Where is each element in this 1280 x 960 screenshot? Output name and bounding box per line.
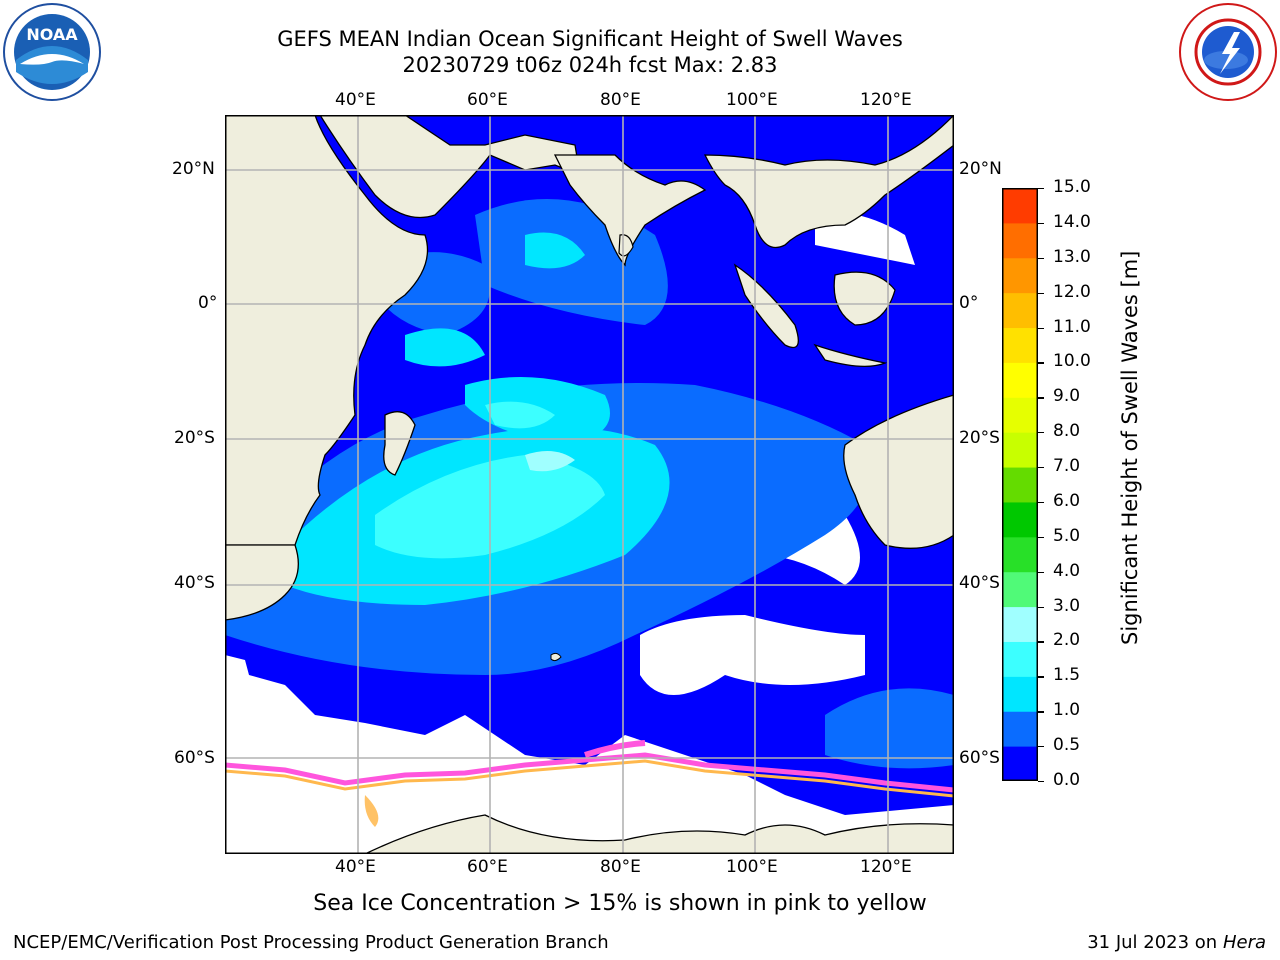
colorbar-tick-mark bbox=[1038, 432, 1044, 434]
colorbar-segment bbox=[1002, 536, 1038, 573]
colorbar-segment bbox=[1002, 711, 1038, 747]
colorbar-segment bbox=[1002, 641, 1038, 677]
colorbar-segment bbox=[1002, 188, 1038, 224]
land-madagascar bbox=[383, 411, 416, 476]
left-lat-label: 20°S bbox=[174, 428, 215, 448]
colorbar-tick-mark bbox=[1038, 711, 1044, 713]
colorbar-tick-label: 13.0 bbox=[1053, 246, 1091, 267]
colorbar-tick-mark bbox=[1038, 257, 1044, 260]
colorbar-label: Significant Height of Swell Waves [m] bbox=[1118, 250, 1142, 645]
colorbar-tick-mark bbox=[1038, 222, 1044, 225]
land-se-asia bbox=[703, 115, 954, 249]
colorbar-tick-label: 11.0 bbox=[1053, 316, 1091, 337]
colorbar-segment bbox=[1002, 292, 1038, 329]
colorbar-tick-mark bbox=[1038, 536, 1044, 539]
colorbar-segment bbox=[1002, 327, 1038, 363]
left-lat-label: 40°S bbox=[174, 573, 215, 593]
colorbar-tick-mark bbox=[1038, 397, 1044, 399]
colorbar-tick-mark bbox=[1038, 188, 1044, 190]
colorbar-segment bbox=[1002, 467, 1038, 503]
bottom-lon-label: 80°E bbox=[600, 857, 641, 877]
swell-band-3.0 bbox=[525, 451, 575, 472]
colorbar bbox=[1002, 188, 1038, 781]
left-lat-label: 0° bbox=[198, 293, 218, 313]
colorbar-segment bbox=[1002, 362, 1038, 398]
colorbar-tick-label: 9.0 bbox=[1053, 386, 1081, 407]
top-lon-label: 100°E bbox=[726, 90, 778, 110]
colorbar-tick-mark bbox=[1038, 676, 1044, 678]
footer-left: NCEP/EMC/Verification Post Processing Pr… bbox=[13, 932, 609, 953]
top-lon-label: 40°E bbox=[335, 90, 376, 110]
colorbar-tick-label: 10.0 bbox=[1053, 351, 1091, 372]
colorbar-tick-label: 7.0 bbox=[1053, 456, 1081, 477]
top-lon-label: 60°E bbox=[467, 90, 508, 110]
bottom-lon-label: 60°E bbox=[467, 857, 508, 877]
land-antarctica bbox=[364, 814, 954, 854]
right-lat-label: 20°S bbox=[959, 428, 1000, 448]
colorbar-tick-mark bbox=[1038, 781, 1044, 783]
land-kerguelen bbox=[550, 652, 562, 662]
colorbar-tick-label: 15.0 bbox=[1053, 177, 1091, 197]
nws-logo bbox=[1178, 2, 1278, 102]
colorbar-segment bbox=[1002, 222, 1038, 259]
title-line-2: 20230729 t06z 024h fcst Max: 2.83 bbox=[402, 53, 778, 77]
colorbar-segment bbox=[1002, 432, 1038, 468]
colorbar-tick-label: 6.0 bbox=[1053, 490, 1081, 511]
colorbar-tick-mark bbox=[1038, 467, 1044, 469]
colorbar-segment bbox=[1002, 397, 1038, 433]
top-lon-label: 120°E bbox=[860, 90, 912, 110]
land-australia bbox=[843, 394, 954, 549]
colorbar-segment bbox=[1002, 501, 1038, 538]
colorbar-tick-mark bbox=[1038, 362, 1044, 364]
colorbar-tick-label: 4.0 bbox=[1053, 560, 1081, 581]
colorbar-tick-mark bbox=[1038, 327, 1044, 329]
colorbar-tick-label: 8.0 bbox=[1053, 421, 1081, 442]
graticule bbox=[225, 115, 954, 854]
left-lat-label: 60°S bbox=[174, 748, 215, 768]
left-lat-label: 20°N bbox=[172, 159, 215, 179]
swell-height-map bbox=[225, 115, 954, 854]
colorbar-tick-mark bbox=[1038, 501, 1044, 504]
colorbar-tick-mark bbox=[1038, 571, 1044, 573]
right-lat-label: 60°S bbox=[959, 748, 1000, 768]
colorbar-segment bbox=[1002, 571, 1038, 608]
land-south-africa bbox=[225, 544, 299, 621]
footer-host: Hera bbox=[1222, 932, 1266, 953]
colorbar-tick-mark bbox=[1038, 746, 1044, 748]
colorbar-segment bbox=[1002, 676, 1038, 712]
colorbar-tick-mark bbox=[1038, 641, 1044, 643]
colorbar-tick-label: 1.0 bbox=[1053, 700, 1081, 721]
sea-ice-caption: Sea Ice Concentration > 15% is shown in … bbox=[313, 891, 927, 916]
right-lat-label: 20°N bbox=[959, 159, 1002, 179]
colorbar-tick-label: 0.5 bbox=[1053, 735, 1081, 756]
bottom-lon-label: 120°E bbox=[860, 857, 912, 877]
colorbar-tick-label: 5.0 bbox=[1053, 525, 1081, 546]
colorbar-tick-label: 2.0 bbox=[1053, 630, 1081, 651]
title-line-1: GEFS MEAN Indian Ocean Significant Heigh… bbox=[277, 27, 903, 51]
footer-right: 31 Jul 2023 on Hera bbox=[1087, 932, 1266, 953]
colorbar-tick-label: 12.0 bbox=[1053, 281, 1091, 302]
footer-date: 31 Jul 2023 on bbox=[1087, 932, 1223, 953]
colorbar-tick-mark bbox=[1038, 606, 1044, 608]
top-lon-label: 80°E bbox=[600, 90, 641, 110]
colorbar-tick-label: 14.0 bbox=[1053, 211, 1091, 232]
colorbar-tick-label: 1.5 bbox=[1053, 665, 1081, 686]
land-africa-arabia bbox=[225, 115, 581, 219]
sea-ice-band bbox=[225, 752, 954, 793]
right-lat-label: 40°S bbox=[959, 573, 1000, 593]
right-lat-label: 0° bbox=[959, 293, 979, 313]
noaa-logo-text: NOAA bbox=[26, 25, 78, 44]
colorbar-segment bbox=[1002, 606, 1038, 642]
map-frame bbox=[225, 115, 954, 854]
colorbar-segment bbox=[1002, 746, 1038, 781]
noaa-logo: NOAA bbox=[2, 2, 102, 102]
bottom-lon-label: 40°E bbox=[335, 857, 376, 877]
colorbar-segment bbox=[1002, 257, 1038, 294]
colorbar-tick-label: 0.0 bbox=[1053, 770, 1081, 790]
bottom-lon-label: 100°E bbox=[726, 857, 778, 877]
colorbar-tick-mark bbox=[1038, 292, 1044, 294]
no-data-south bbox=[225, 655, 954, 854]
colorbar-tick-label: 3.0 bbox=[1053, 595, 1081, 616]
land-india bbox=[553, 154, 707, 267]
